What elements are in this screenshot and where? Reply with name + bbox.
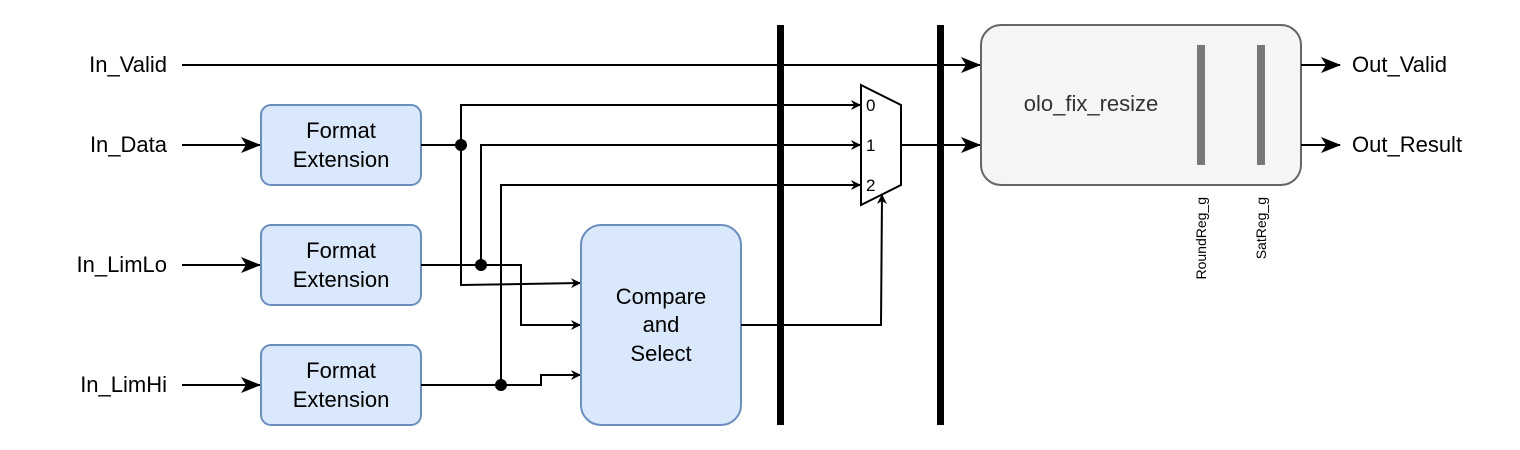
in-limlo-label: In_LimLo [76, 252, 167, 277]
fix-resize-entity: olo_fix_resize [980, 24, 1302, 186]
format-ext-data-line2: Extension [293, 147, 390, 172]
format-ext-limlo-line2: Extension [293, 267, 390, 292]
sat-reg-label: SatReg_g [1253, 197, 1269, 259]
format-ext-limhi-line2: Extension [293, 387, 390, 412]
in-data-label: In_Data [90, 132, 168, 157]
junction-dot-limlo [475, 259, 487, 271]
format-extension-data: Format Extension [260, 104, 422, 186]
compare-line1: Compare [616, 284, 706, 309]
compare-line2: and [643, 312, 680, 337]
mux-input-2: 2 [866, 176, 875, 195]
limhi-to-compare-wire [421, 370, 581, 386]
format-ext-limlo-line1: Format [306, 238, 376, 263]
out-result-label: Out_Result [1352, 132, 1462, 157]
in-valid-label: In_Valid [89, 52, 167, 77]
junction-dot-limhi [495, 379, 507, 391]
limlo-to-mux1-wire [480, 140, 861, 265]
round-reg-label: RoundReg_g [1193, 197, 1209, 280]
sat-register [1257, 45, 1265, 165]
in-limhi-label: In_LimHi [80, 372, 167, 397]
format-ext-data-line1: Format [306, 118, 376, 143]
format-extension-limlo: Format Extension [260, 224, 422, 306]
pipeline-register-2 [937, 25, 944, 425]
format-extension-limhi: Format Extension [260, 344, 422, 426]
compare-line3: Select [630, 341, 691, 366]
compare-select-block: Compare and Select [580, 224, 742, 426]
limlo-to-compare-wire [421, 264, 581, 330]
data-to-mux0-wire [460, 100, 861, 145]
select-wire [741, 194, 887, 326]
round-register [1197, 45, 1205, 165]
junction-dot-data [455, 139, 467, 151]
out-valid-label: Out_Valid [1352, 52, 1447, 77]
mux-input-0: 0 [866, 96, 875, 115]
mux-input-1: 1 [866, 136, 875, 155]
multiplexer: 0 1 2 [860, 83, 902, 207]
format-ext-limhi-line1: Format [306, 358, 376, 383]
limhi-to-mux2-wire [500, 180, 861, 385]
data-to-compare-wire [460, 145, 581, 289]
resize-title: olo_fix_resize [1024, 91, 1159, 116]
pipeline-register-1 [777, 25, 784, 425]
